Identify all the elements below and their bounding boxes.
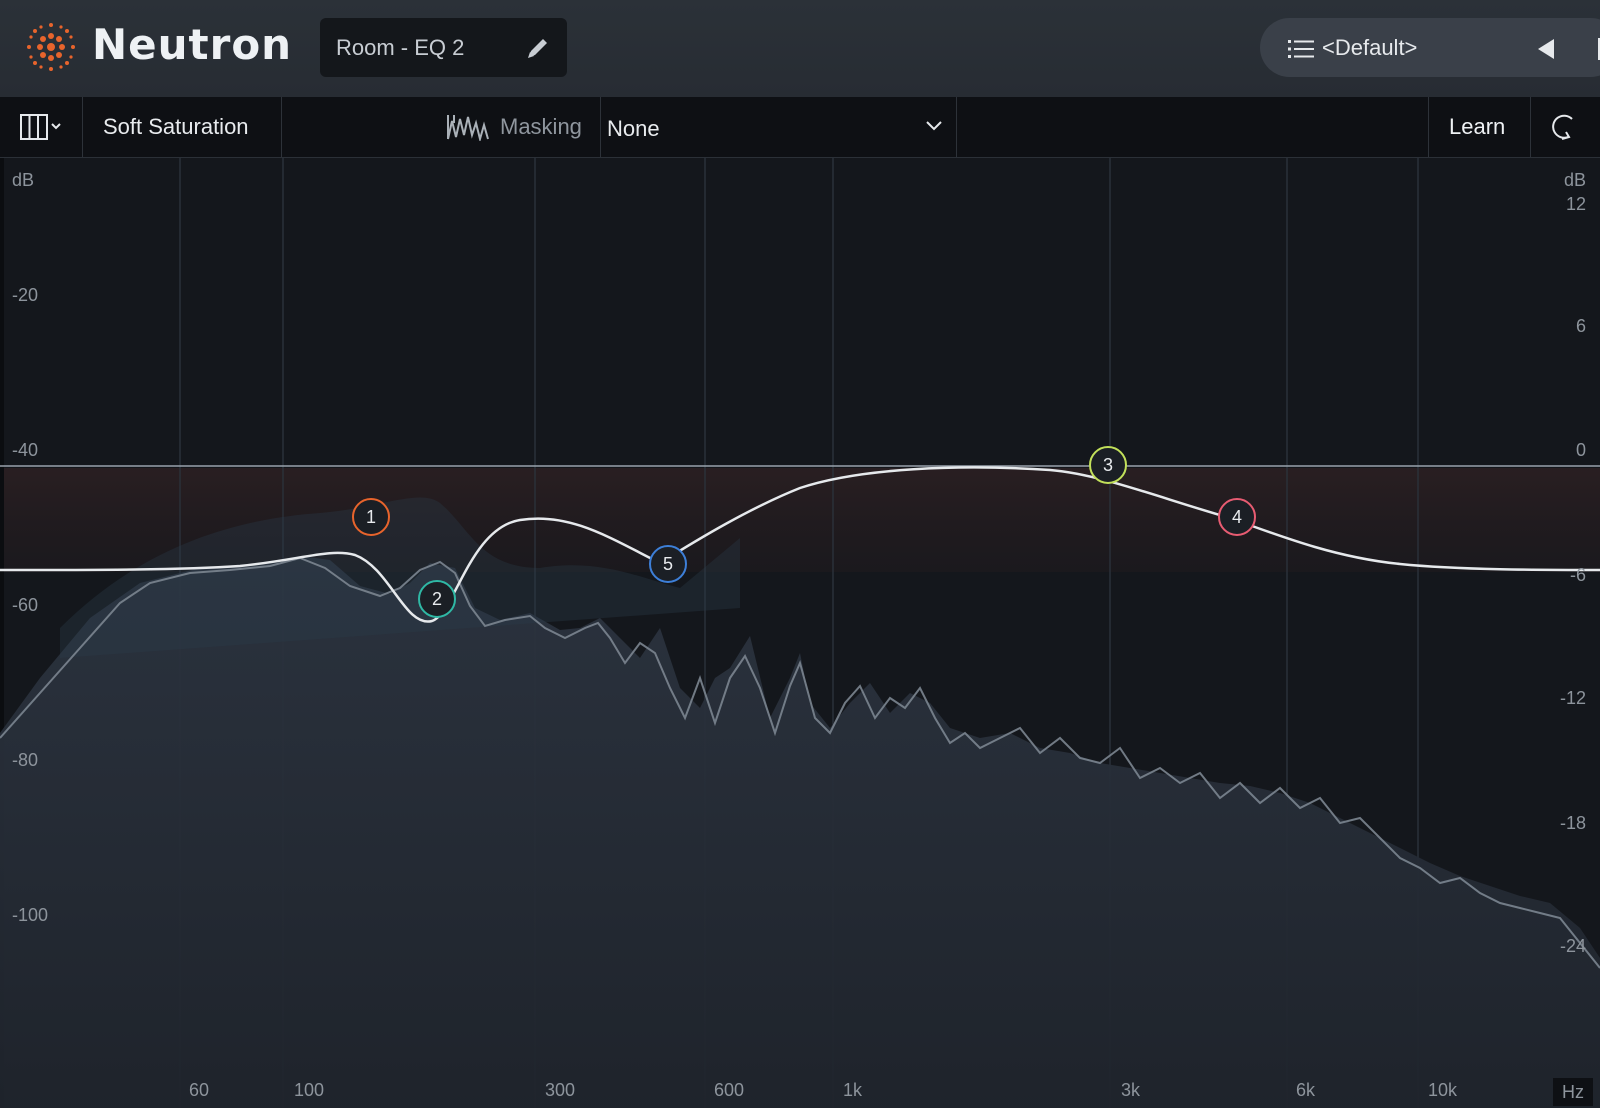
right-axis-unit: dB (1563, 170, 1586, 190)
pencil-icon[interactable] (524, 34, 552, 62)
soft-saturation-button[interactable]: Soft Saturation (103, 114, 249, 139)
masking-dropdown[interactable]: None (602, 97, 956, 157)
eq-node-4[interactable]: 4 (1218, 498, 1256, 536)
eq-spectrum-display[interactable]: dB dB -20 -40 -60 -80 -100 12 6 0 -6 -12… (0, 158, 1600, 1108)
eq-node-3[interactable]: 3 (1089, 446, 1127, 484)
freq-label: 1k (843, 1080, 863, 1100)
masking-waveform-icon (447, 115, 489, 141)
play-left-icon[interactable] (1536, 38, 1556, 60)
toolbar-divider (82, 97, 83, 157)
left-scale-label: -40 (12, 440, 39, 460)
left-scale-label: -100 (12, 905, 49, 925)
left-scale-label: -80 (12, 750, 39, 770)
toolbar-divider (1428, 97, 1429, 157)
preset-selector-value: <Default> (1322, 35, 1418, 60)
right-scale-label: 12 (1565, 194, 1586, 214)
learn-button[interactable]: Learn (1429, 97, 1531, 157)
toolbar-divider (1530, 97, 1531, 157)
masking-label: Masking (500, 114, 582, 139)
masking-dropdown-value: None (607, 116, 660, 141)
freq-label: 10k (1428, 1080, 1458, 1100)
preset-name-field[interactable]: Room - EQ 2 (320, 18, 567, 77)
eq-node-2[interactable]: 2 (418, 580, 456, 618)
eq-node-5[interactable]: 5 (649, 545, 687, 583)
left-scale-label: -60 (12, 595, 39, 615)
next-preset-button[interactable] (1598, 38, 1600, 60)
reset-icon[interactable] (1548, 111, 1580, 143)
neutron-logo-icon (27, 23, 75, 71)
toolbar: Soft Saturation Masking None Learn (0, 97, 1600, 158)
right-scale-label: -6 (1569, 565, 1586, 585)
preset-name-label: Room - EQ 2 (336, 35, 465, 60)
toolbar-divider (600, 97, 601, 157)
right-scale-label: -12 (1559, 688, 1586, 708)
toolbar-divider (956, 97, 957, 157)
preset-selector[interactable]: <Default> (1260, 18, 1600, 77)
freq-label: 60 (189, 1080, 210, 1100)
right-scale-label: -24 (1559, 936, 1586, 956)
freq-label: 6k (1296, 1080, 1316, 1100)
columns-view-icon[interactable] (20, 114, 64, 140)
eq-node-1[interactable]: 1 (352, 498, 390, 536)
freq-label: 300 (545, 1080, 576, 1100)
left-axis-unit: dB (12, 170, 35, 190)
header-bar: Neutron Room - EQ 2 <Default> (0, 0, 1600, 98)
right-scale-label: -18 (1559, 813, 1586, 833)
chevron-down-icon (926, 121, 942, 131)
learn-button-label: Learn (1449, 114, 1506, 139)
freq-unit: Hz (1553, 1078, 1593, 1106)
freq-label: 3k (1121, 1080, 1141, 1100)
list-icon (1288, 40, 1314, 58)
toolbar-divider (281, 97, 282, 157)
right-scale-label: 0 (1575, 440, 1586, 460)
app-title: Neutron (92, 20, 293, 69)
right-scale-label: 6 (1575, 316, 1586, 336)
freq-label: 600 (714, 1080, 745, 1100)
left-scale-label: -20 (12, 285, 39, 305)
freq-label: 100 (294, 1080, 325, 1100)
eq-graph (0, 158, 1600, 1108)
